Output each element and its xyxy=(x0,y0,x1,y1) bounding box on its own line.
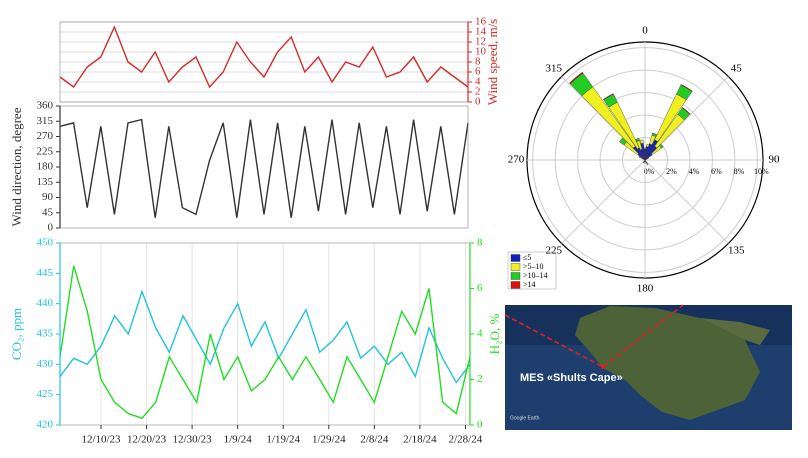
y-tick-label: 360 xyxy=(37,100,54,112)
rose-segment xyxy=(643,147,647,150)
y2-tick-label: 0 xyxy=(477,419,483,431)
angle-tick-label: 270 xyxy=(508,154,525,166)
y-tick-label: 420 xyxy=(37,419,54,431)
y2-tick-label: 2 xyxy=(475,86,481,98)
rose-segment xyxy=(647,157,650,159)
rose-segment xyxy=(644,159,646,164)
rose-segment xyxy=(619,137,627,146)
r-tick-label: 6% xyxy=(711,167,722,176)
rose-segment xyxy=(642,159,646,164)
y-tick-label: 270 xyxy=(37,130,54,142)
x-tick-label: 12/10/23 xyxy=(81,434,121,446)
rose-segment xyxy=(603,93,614,101)
y2-tick-label: 14 xyxy=(475,26,487,38)
y2-tick-label: 8 xyxy=(475,56,481,68)
r-tick-label: 0% xyxy=(644,167,655,176)
map-sector xyxy=(504,304,684,368)
y2-tick-label: 4 xyxy=(477,328,483,340)
data-line xyxy=(59,265,471,420)
y2-tick-label: 0 xyxy=(475,96,481,108)
x-tick-label: 2/18/24 xyxy=(403,434,437,446)
legend-label: >14 xyxy=(523,280,536,289)
legend-swatch xyxy=(510,254,521,262)
map-site xyxy=(601,365,605,369)
map-island xyxy=(700,318,770,345)
y-tick-label: 445 xyxy=(37,267,54,279)
legend-swatch xyxy=(510,272,521,280)
legend-label: ≤5 xyxy=(523,253,531,262)
y-tick-label: 425 xyxy=(37,388,54,400)
x-tick-label: 1/9/24 xyxy=(224,434,253,446)
y-tick-label: 45 xyxy=(42,206,54,218)
rose-spoke xyxy=(644,159,729,244)
rose-segment xyxy=(569,71,584,85)
legend-swatch xyxy=(510,281,521,289)
x-tick-label: 12/20/23 xyxy=(127,434,167,446)
y2-tick-label: 6 xyxy=(477,282,483,294)
data-line xyxy=(59,25,469,89)
x-tick-label: 12/30/23 xyxy=(173,434,213,446)
legend-frame xyxy=(507,251,557,290)
y2-tick-label: 16 xyxy=(475,16,487,28)
angle-tick-label: 0 xyxy=(642,25,648,37)
y-tick-label: 440 xyxy=(37,297,54,309)
x-tick-label: 2/8/24 xyxy=(360,434,389,446)
rose-segment xyxy=(635,138,640,142)
r-tick-label: 10% xyxy=(754,167,769,176)
angle-tick-label: 225 xyxy=(546,245,563,257)
r-tick-label: 4% xyxy=(689,167,700,176)
angle-tick-label: 135 xyxy=(728,245,745,257)
y-tick-label: 180 xyxy=(37,161,54,173)
y-tick-label: 450 xyxy=(37,237,54,249)
x-tick-label: 1/19/24 xyxy=(266,434,300,446)
rose-segment xyxy=(646,163,649,166)
map: MES «Shults Cape» Google Earth xyxy=(504,304,792,430)
y2-tick-label: 2 xyxy=(477,373,483,385)
y2-axis-label: Wind speed, m/s xyxy=(485,19,500,106)
data-line xyxy=(59,118,469,218)
rose-segment xyxy=(681,107,691,115)
y2-tick-label: 4 xyxy=(475,76,481,88)
rose-spoke xyxy=(561,159,646,244)
legend-label: >10–14 xyxy=(523,271,548,280)
rose-segment xyxy=(646,144,650,148)
angle-tick-label: 90 xyxy=(769,154,781,166)
y-tick-label: 225 xyxy=(37,145,54,157)
x-tick-label: 1/29/24 xyxy=(312,434,346,446)
rose-segment xyxy=(651,132,657,137)
r-tick-label: 8% xyxy=(734,167,745,176)
y-tick-label: 315 xyxy=(37,115,54,127)
y2-tick-label: 12 xyxy=(475,36,486,48)
y-tick-label: 0 xyxy=(48,222,54,234)
plot-frame xyxy=(59,242,471,426)
map-credit: Google Earth xyxy=(510,415,540,421)
angle-tick-label: 45 xyxy=(731,62,743,74)
rose-segment xyxy=(680,84,693,92)
y-tick-label: 435 xyxy=(37,328,54,340)
y-tick-label: 135 xyxy=(37,176,54,188)
map-label: MES «Shults Cape» xyxy=(520,372,623,384)
r-tick-label: 2% xyxy=(666,167,677,176)
y2-axis-label: H₂O, % xyxy=(487,314,502,355)
y2-tick-label: 6 xyxy=(475,66,481,78)
y2-tick-label: 8 xyxy=(477,237,483,249)
angle-tick-label: 180 xyxy=(637,283,654,295)
y-tick-label: 90 xyxy=(42,191,54,203)
data-line xyxy=(59,289,471,384)
legend-label: >5–10 xyxy=(523,262,544,271)
x-tick-label: 2/28/24 xyxy=(449,434,483,446)
y-tick-label: 430 xyxy=(37,358,54,370)
rose-segment xyxy=(639,139,644,144)
y2-tick-label: 10 xyxy=(475,46,487,58)
y-axis-label: CO₂, ppm xyxy=(9,308,24,360)
angle-tick-label: 315 xyxy=(546,62,563,74)
map-land xyxy=(575,306,760,420)
legend-swatch xyxy=(510,263,521,271)
y-axis-label: Wind direction, degree xyxy=(9,107,24,226)
rose-segment xyxy=(659,143,664,149)
